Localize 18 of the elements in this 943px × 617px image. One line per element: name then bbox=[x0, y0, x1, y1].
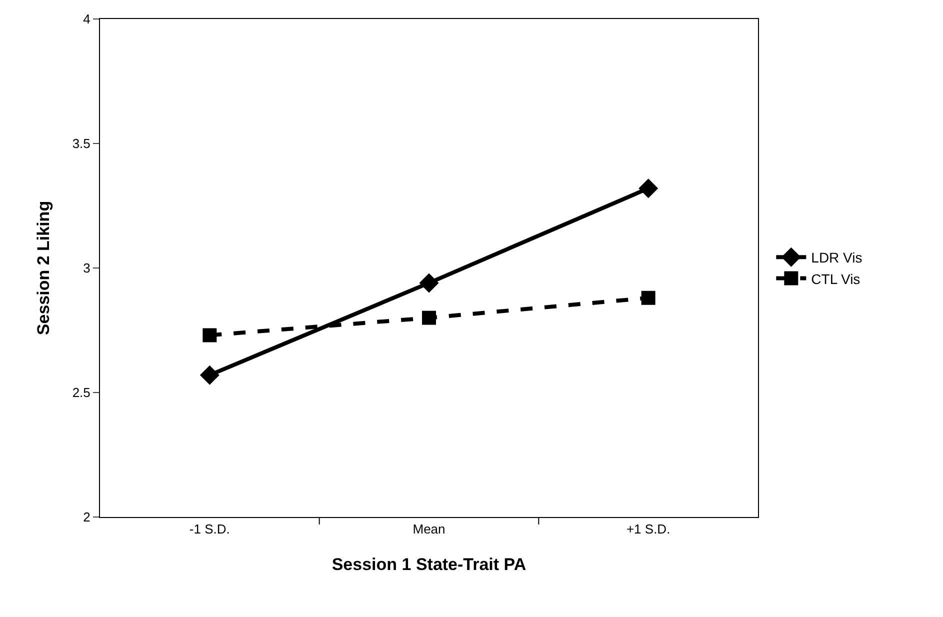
y-tick-label: 3 bbox=[83, 260, 90, 276]
point bbox=[638, 178, 658, 198]
x-axis-title: Session 1 State-Trait PA bbox=[332, 555, 526, 574]
y-tick-label: 4 bbox=[83, 12, 90, 27]
y-tick-label: 2.5 bbox=[72, 385, 90, 400]
x-tick-label: Mean bbox=[412, 522, 446, 537]
legend-label: CTL Vis bbox=[811, 270, 860, 287]
legend-label: LDR Vis bbox=[811, 250, 862, 266]
x-tick-label: +1 S.D. bbox=[626, 522, 670, 537]
y-tick-label: 2 bbox=[83, 510, 90, 525]
y-tick-label: 3.5 bbox=[72, 136, 90, 152]
point bbox=[419, 273, 439, 293]
point bbox=[202, 328, 217, 342]
point bbox=[200, 365, 220, 385]
x-tick-label: -1 S.D. bbox=[189, 522, 230, 537]
point bbox=[422, 310, 436, 325]
y-axis-title: Session 2 Liking bbox=[34, 200, 53, 336]
point bbox=[641, 290, 656, 305]
